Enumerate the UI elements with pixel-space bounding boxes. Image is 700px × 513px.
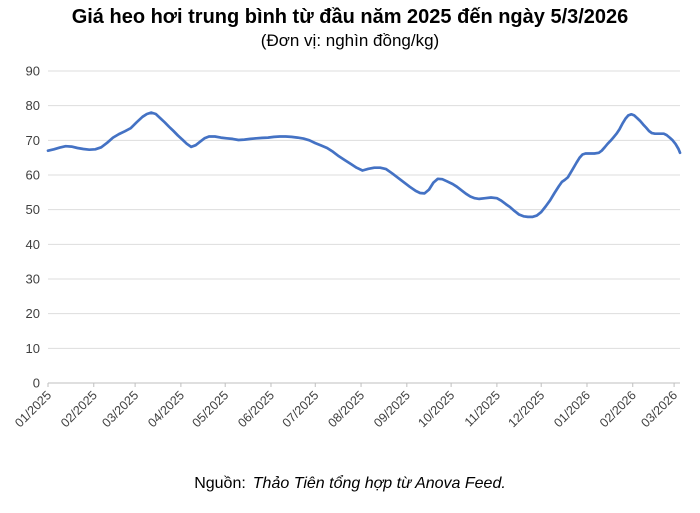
y-axis-label: 60 [26,168,40,183]
y-gridlines [48,70,680,384]
x-axis-label: 01/2026 [551,388,593,430]
page-title: Giá heo hơi trung bình từ đầu năm 2025 đ… [71,6,629,28]
x-axis-label: 01/2025 [12,388,54,430]
y-axis-label: 90 [26,64,40,79]
hog-price-line-chart: 0 10 20 30 40 50 60 70 80 90 01/2025 02/2025 03/2025… [12,64,682,430]
x-axis-label: 06/2025 [235,388,277,430]
chart-unit-subtitle: (Đơn vị: nghìn đồng/kg) [260,31,440,50]
x-axis-label: 10/2025 [415,388,457,430]
source-text: Thảo Tiên tổng hợp từ Anova Feed. [252,475,506,492]
x-axis-label: 03/2025 [99,388,141,430]
price-line-series [46,111,682,219]
x-axis-label: 07/2025 [280,388,322,430]
y-axis-label: 70 [26,133,40,148]
source-line: Nguồn: Thảo Tiên tổng hợp từ Anova Feed. [0,474,700,494]
x-axis-labels: 01/2025 02/2025 03/2025 04/2025 05/2025 06/20… [12,388,680,430]
x-axis-label: 09/2025 [371,388,413,430]
x-axis-label: 04/2025 [145,388,187,430]
x-axis-label: 12/2025 [505,388,547,430]
x-axis-ticks [47,383,675,387]
x-axis-label: 11/2025 [462,388,503,429]
x-axis-label: 02/2025 [58,388,100,430]
x-axis-label: 08/2025 [325,388,367,430]
source-label: Nguồn: [194,475,246,492]
x-axis-label: 02/2026 [597,388,639,430]
y-axis-label: 40 [26,237,40,252]
y-axis-label: 0 [33,376,40,391]
y-axis-label: 10 [26,341,40,356]
x-axis-label: 03/2026 [638,388,680,430]
y-axis-label: 50 [26,202,40,217]
y-axis-label: 30 [26,272,40,287]
y-axis-labels: 0 10 20 30 40 50 60 70 80 90 [26,64,40,391]
x-axis-label: 05/2025 [189,388,231,430]
y-axis-label: 80 [26,98,40,113]
y-axis-label: 20 [26,306,40,321]
